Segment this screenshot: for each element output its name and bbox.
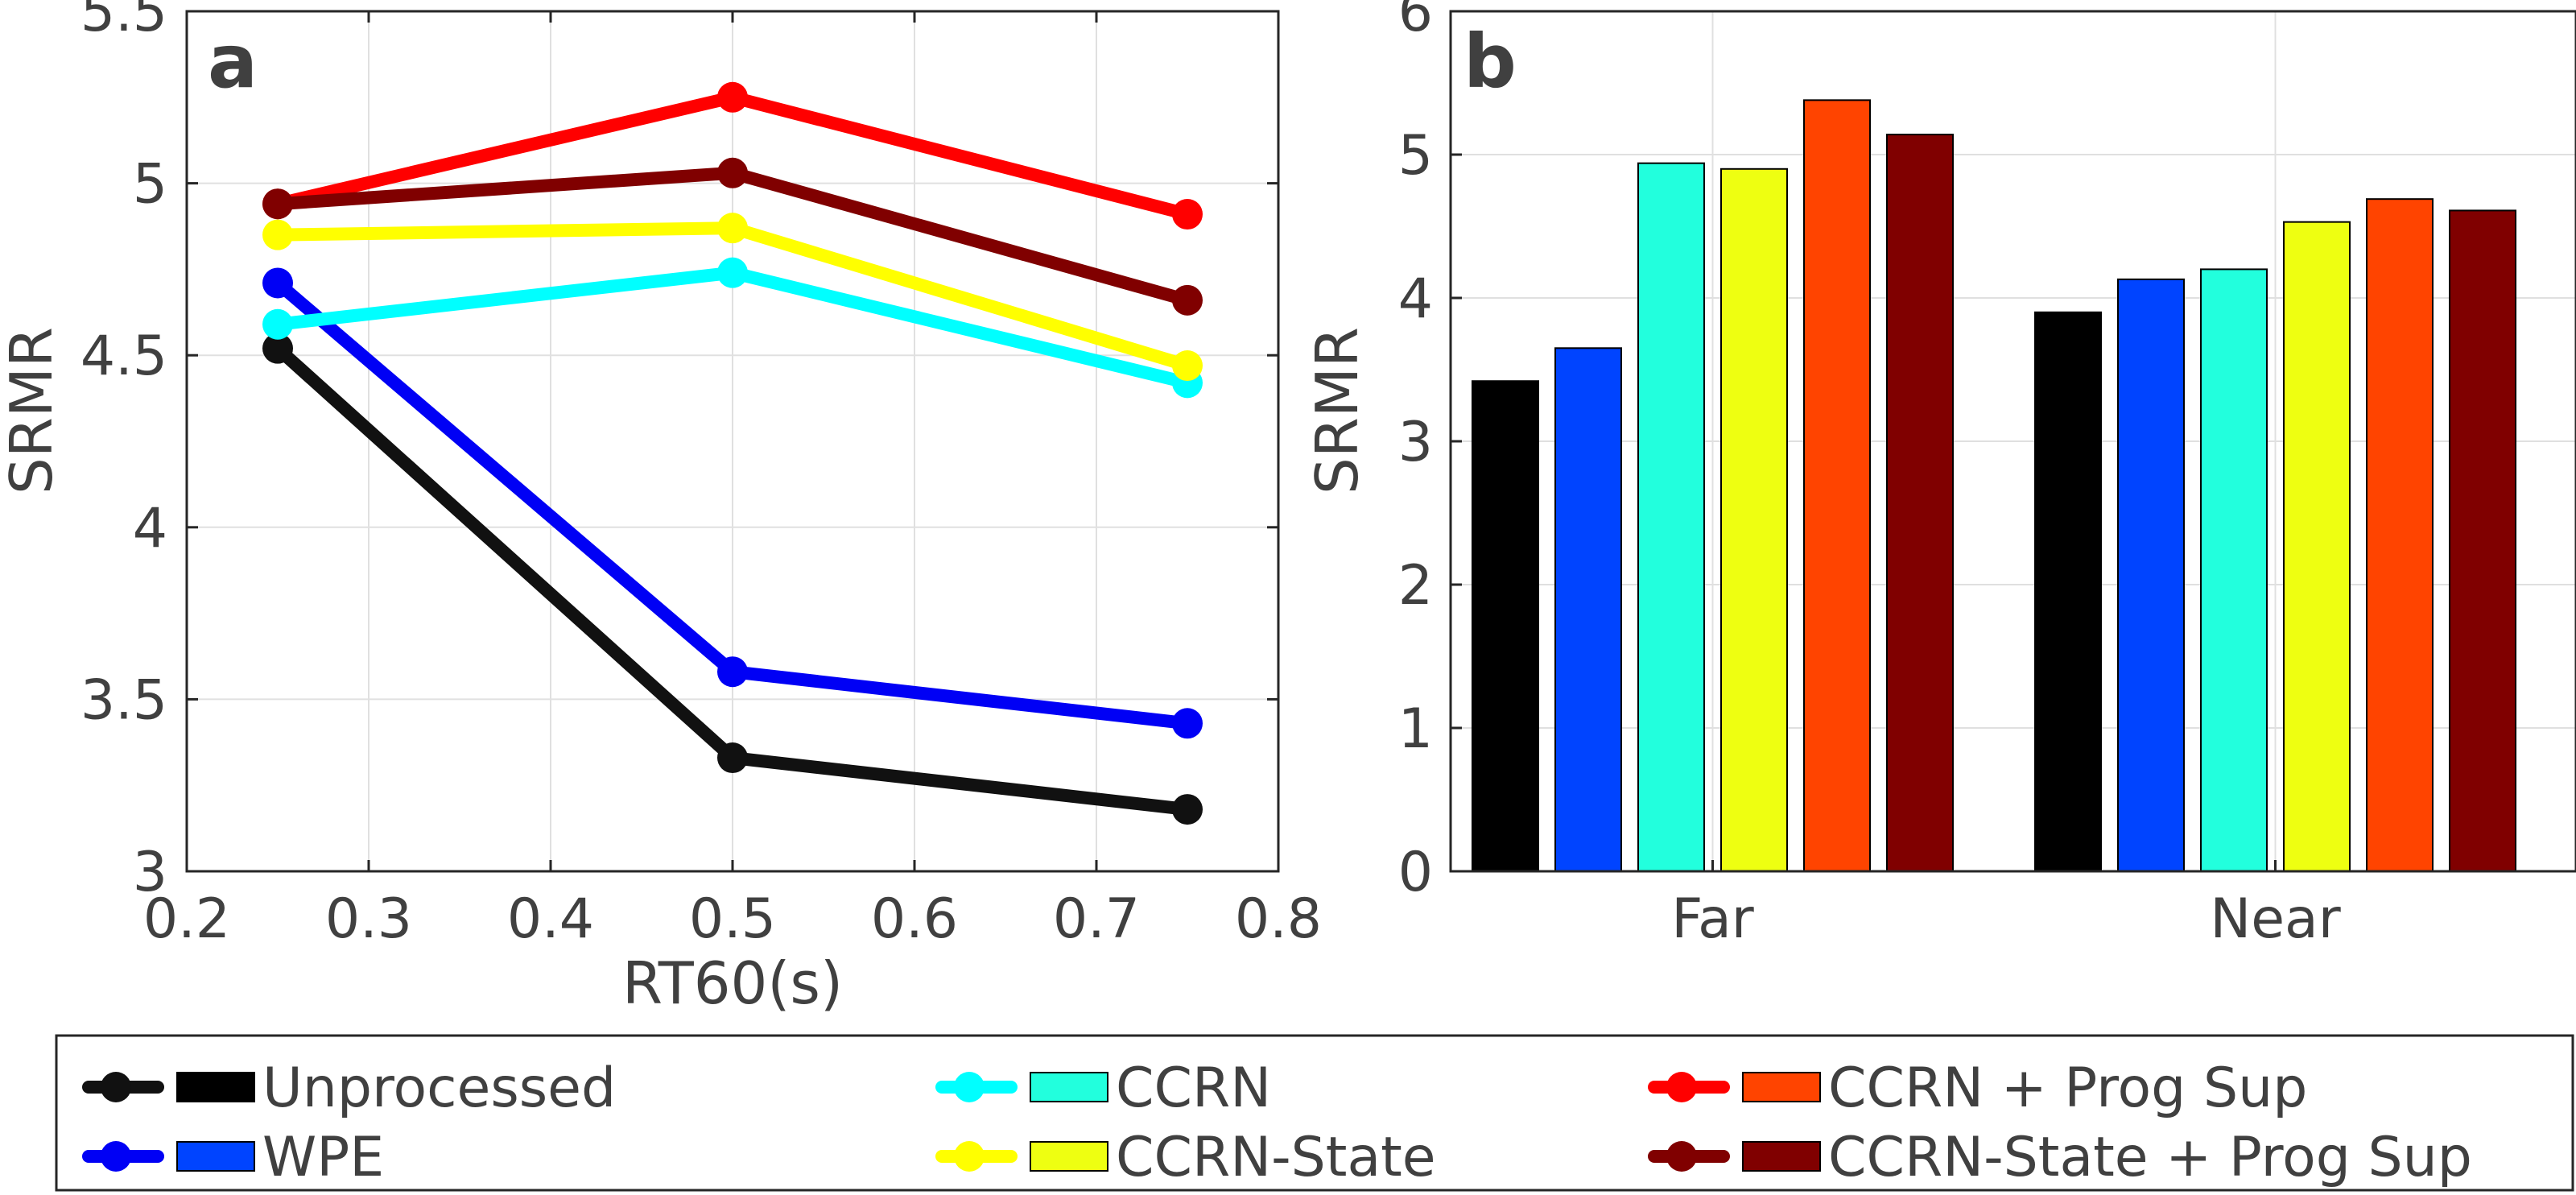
legend-box [55, 1034, 2574, 1192]
legend-item-ccrn-state: CCRN-State [935, 1126, 1436, 1189]
bar-ccrn-state-near [2283, 221, 2351, 873]
data-point-ccrn-state-prog-sup [262, 188, 293, 220]
panel-a-xtick-label: 0.4 [507, 887, 594, 951]
panel-b-ytick-label: 1 [1398, 697, 1433, 761]
data-point-ccrn [262, 308, 293, 340]
panel-a-ytick-label: 3.5 [80, 668, 167, 732]
panel-a-xtick-label: 0.7 [1053, 887, 1140, 951]
bar-ccrn-prog-sup-near [2366, 198, 2434, 872]
bar-unprocessed-near [2034, 311, 2102, 872]
legend-marker-icon [954, 1072, 985, 1102]
series-ccrn-state [262, 213, 1203, 382]
panel-b-ytick-label: 0 [1398, 841, 1433, 904]
legend-item-unprocessed: Unprocessed [82, 1056, 616, 1120]
series-ccrn-state-prog-sup [262, 157, 1203, 316]
legend-bar-swatch-icon [1030, 1072, 1108, 1102]
bar-wpe-far [1554, 347, 1622, 872]
panel-b-tick-labels: 0 1 2 3 4 5 6 Far Near [1398, 0, 2341, 951]
panel-a-series [262, 81, 1203, 825]
legend-marker-icon [101, 1141, 131, 1172]
bar-ccrn-prog-sup-far [1803, 99, 1871, 873]
legend-item-ccrn-prog-sup: CCRN + Prog Sup [1648, 1056, 2307, 1120]
panel-b-ytick-label: 5 [1398, 124, 1433, 188]
panel-a-xlabel: RT60(s) [622, 949, 843, 1017]
legend-label: CCRN [1116, 1056, 1271, 1120]
panel-a-label: a [208, 19, 258, 105]
panel-b-category-label: Near [2210, 887, 2340, 951]
panel-b-label: b [1463, 19, 1517, 105]
legend-label: Unprocessed [262, 1056, 616, 1120]
bar-unprocessed-far [1472, 380, 1539, 872]
legend-bar-swatch-icon [1030, 1141, 1108, 1172]
legend-marker-icon [954, 1141, 985, 1172]
panel-a-ytick-label: 4.5 [80, 325, 167, 388]
panel-a-ytick-label: 4 [133, 497, 167, 560]
data-point-unprocessed [717, 742, 748, 774]
data-point-ccrn-state [262, 219, 293, 250]
data-point-ccrn [717, 257, 748, 288]
legend-marker-icon [101, 1072, 131, 1102]
panel-a-ytick-label: 3 [133, 841, 167, 904]
bar-wpe-near [2117, 278, 2185, 872]
data-point-ccrn-state-prog-sup [717, 157, 748, 188]
data-point-wpe [262, 267, 293, 299]
panel-b-category-label: Far [1671, 887, 1754, 951]
panel-b-ytick-label: 4 [1398, 267, 1433, 331]
panel-a-ylabel: SRMR [0, 327, 65, 494]
panel-a-xtick-label: 0.5 [689, 887, 776, 951]
legend-label: CCRN + Prog Sup [1828, 1056, 2307, 1120]
legend-marker-icon [1666, 1072, 1697, 1102]
panel-b-ylabel: SRMR [1303, 327, 1371, 494]
data-point-wpe [717, 656, 748, 688]
panel-b-ytick-label: 2 [1398, 554, 1433, 618]
legend-marker-icon [1666, 1141, 1697, 1172]
data-point-ccrn-state [1172, 350, 1203, 382]
panel-a-ytick-label: 5.5 [80, 0, 167, 44]
panel-a-xtick-label: 0.3 [325, 887, 412, 951]
legend-item-ccrn-state-prog-sup: CCRN-State + Prog Sup [1648, 1126, 2472, 1189]
data-point-ccrn-prog-sup [717, 81, 748, 113]
legend-label: CCRN-State + Prog Sup [1828, 1126, 2472, 1189]
bar-ccrn-near [2200, 268, 2268, 872]
data-point-unprocessed [262, 333, 293, 364]
panel-a-xtick-label: 0.6 [871, 887, 958, 951]
panel-a-xtick-label: 0.2 [143, 887, 230, 951]
legend-label: CCRN-State [1116, 1126, 1436, 1189]
panel-b-ytick-label: 3 [1398, 411, 1433, 474]
panel-a-ticks [185, 10, 1280, 873]
legend-bar-swatch-icon [1742, 1141, 1821, 1172]
panel-b-ytick-label: 6 [1398, 0, 1433, 44]
bar-ccrn-state-far [1720, 167, 1788, 873]
bar-ccrn-state-prog-sup-far [1886, 134, 1954, 872]
series-ccrn [262, 257, 1203, 399]
legend-bar-swatch-icon [176, 1072, 255, 1102]
panel-a-xtick-label: 0.8 [1235, 887, 1322, 951]
bar-ccrn-state-prog-sup-near [2449, 209, 2516, 873]
panel-b-ticks [1451, 10, 2277, 873]
bar-chart-panel-b: 0 1 2 3 4 5 6 Far Near b SRMR [1303, 0, 2576, 951]
series-wpe [262, 267, 1203, 739]
data-point-ccrn-prog-sup [1172, 199, 1203, 230]
bar-ccrn-far [1637, 162, 1705, 872]
data-point-ccrn-state [717, 213, 748, 244]
legend-bar-swatch-icon [1742, 1072, 1821, 1102]
data-point-wpe [1172, 708, 1203, 739]
data-point-unprocessed [1172, 794, 1203, 825]
series-unprocessed [262, 333, 1203, 825]
panel-a-ytick-label: 5 [133, 153, 167, 217]
legend-item-ccrn: CCRN [935, 1056, 1271, 1120]
panel-a-tick-labels: 0.2 0.3 0.4 0.5 0.6 0.7 0.8 3 3.5 4 4.5 5 5.5 [80, 0, 1322, 951]
line-chart-panel-a: 0.2 0.3 0.4 0.5 0.6 0.7 0.8 3 3.5 4 4.5 5 5.5 a RT60… [0, 0, 1322, 1017]
legend-label: WPE [262, 1126, 384, 1189]
panel-b-bars [1472, 99, 2516, 873]
legend-bar-swatch-icon [176, 1141, 255, 1172]
legend-item-wpe: WPE [82, 1126, 384, 1189]
data-point-ccrn-state-prog-sup [1172, 284, 1203, 316]
